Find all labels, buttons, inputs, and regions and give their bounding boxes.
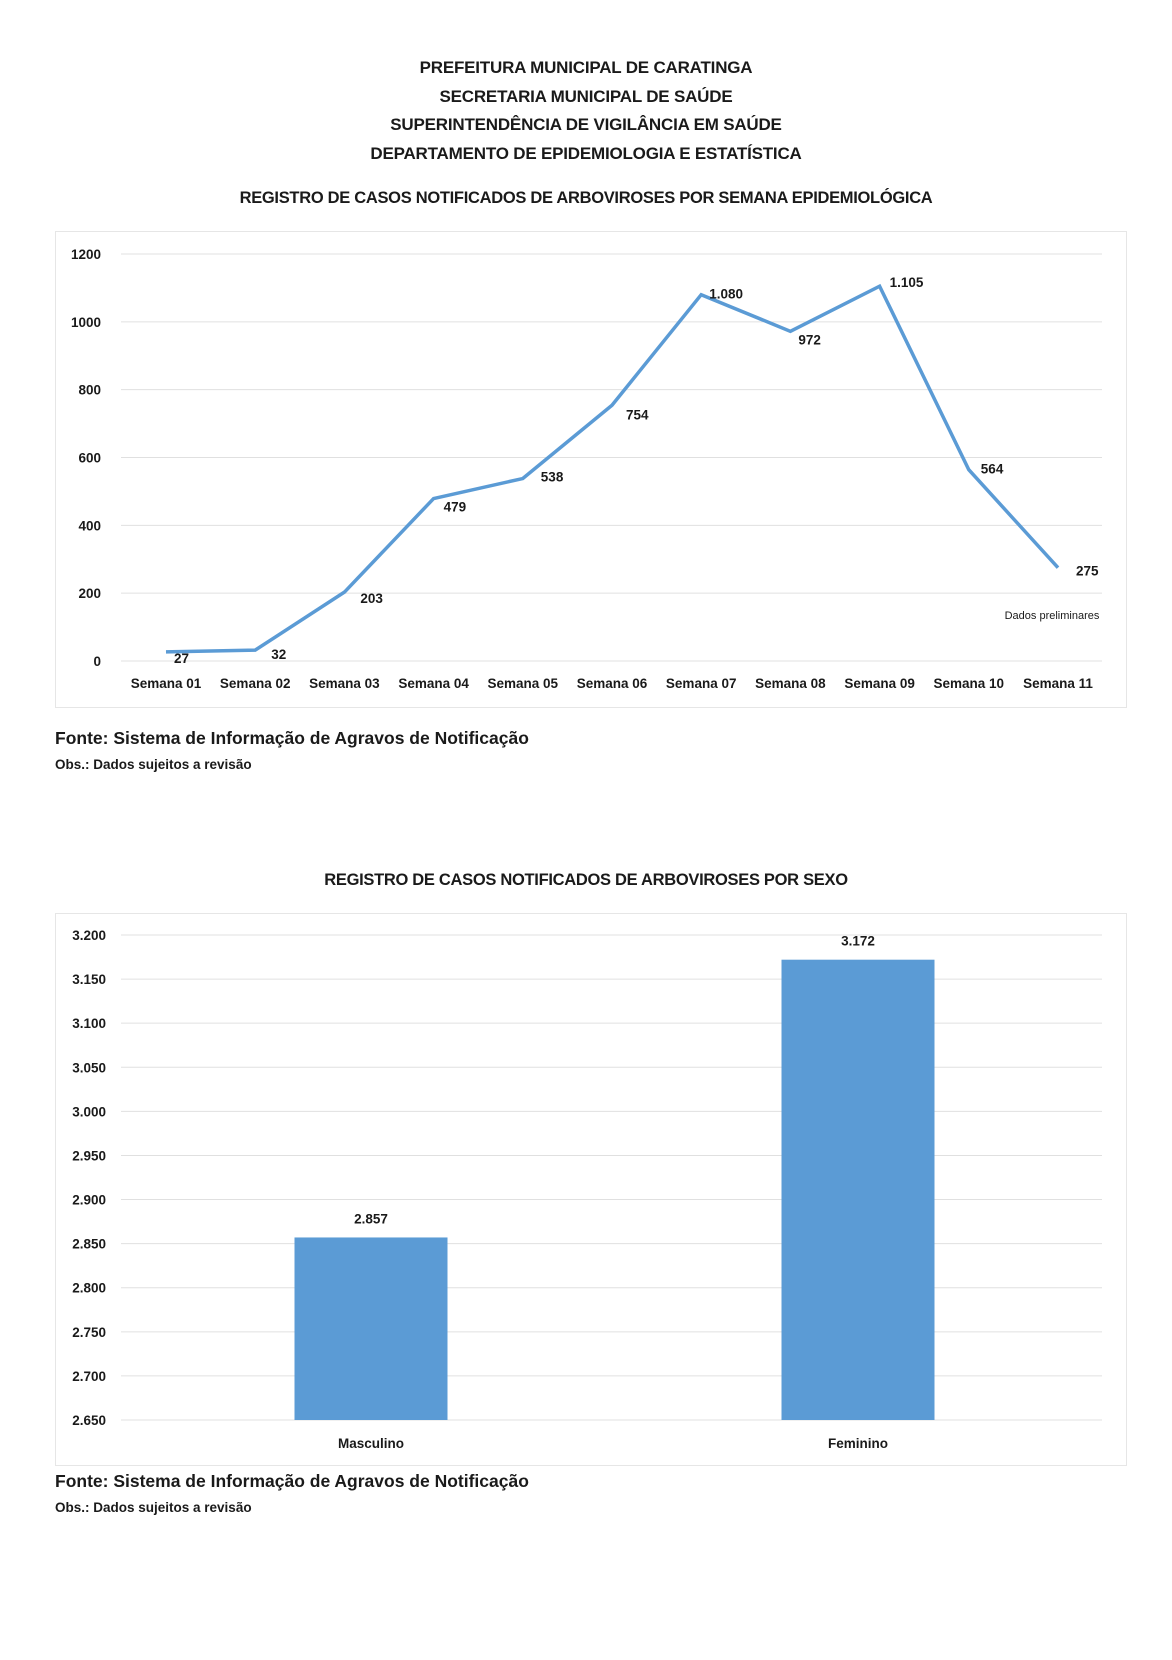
data-label: 1.080	[709, 287, 743, 302]
data-label: 275	[1076, 564, 1099, 579]
x-tick-label: Semana 05	[488, 676, 559, 691]
line-chart-frame: 0 200 400 600 800 1000 1200 Semana 01 Semana 02 S…	[55, 231, 1127, 708]
annotation-dados-preliminares: Dados preliminares	[1005, 610, 1100, 622]
header-line-3: SUPERINTENDÊNCIA DE VIGILÂNCIA EM SAÚDE	[390, 115, 782, 134]
y-tick-label: 1000	[71, 315, 101, 330]
x-tick-label: Semana 11	[1023, 676, 1093, 691]
y-tick-label: 3.050	[72, 1060, 106, 1075]
y-tick-label: 3.150	[72, 972, 106, 987]
data-label: 3.172	[841, 934, 875, 949]
series-line	[165, 283, 1060, 654]
y-tick-label: 0	[93, 654, 101, 669]
y-tick-label: 1200	[71, 247, 101, 262]
y-tick-label: 2.700	[72, 1369, 106, 1384]
data-label: 32	[271, 647, 286, 662]
data-label: 203	[360, 591, 383, 606]
data-label: 2.857	[354, 1211, 388, 1226]
header-line-4: DEPARTAMENTO DE EPIDEMIOLOGIA E ESTATÍST…	[370, 144, 802, 163]
x-tick-label: Masculino	[338, 1436, 404, 1451]
data-label: 972	[798, 332, 821, 347]
line-chart-title: REGISTRO DE CASOS NOTIFICADOS DE ARBOVIR…	[239, 189, 933, 207]
source-note-1: Fonte: Sistema de Informação de Agravos …	[55, 728, 529, 748]
data-label: 538	[541, 470, 564, 485]
source-note-2: Fonte: Sistema de Informação de Agravos …	[55, 1471, 529, 1491]
x-tick-label: Semana 06	[577, 676, 648, 691]
x-tick-label: Semana 04	[398, 676, 469, 691]
bar-feminino	[781, 959, 935, 1420]
y-tick-label: 2.800	[72, 1281, 106, 1296]
y-tick-label: 3.200	[72, 928, 106, 943]
y-tick-label: 2.850	[72, 1237, 106, 1252]
header-line-2: SECRETARIA MUNICIPAL DE SAÚDE	[439, 87, 733, 106]
y-tick-label: 2.950	[72, 1148, 106, 1163]
x-tick-label: Semana 10	[934, 676, 1005, 691]
data-label: 564	[981, 462, 1004, 477]
y-tick-label: 3.100	[72, 1016, 106, 1031]
y-tick-label: 200	[78, 586, 101, 601]
data-label: 27	[174, 651, 189, 666]
bar-chart-frame: 2.650 2.700 2.750 2.800 2.850 2.900 2.950 3.000…	[55, 913, 1127, 1466]
bar-chart: 2.650 2.700 2.750 2.800 2.850 2.900 2.950 3.000…	[72, 928, 1102, 1451]
data-label: 1.105	[890, 275, 924, 290]
x-tick-label: Semana 02	[220, 676, 291, 691]
x-tick-label: Semana 03	[309, 676, 380, 691]
y-tick-label: 800	[78, 383, 101, 398]
x-tick-label: Semana 07	[666, 676, 737, 691]
x-tick-label: Semana 09	[844, 676, 915, 691]
y-tick-label: 600	[78, 451, 101, 466]
obs-note-1: Obs.: Dados sujeitos a revisão	[55, 757, 252, 772]
y-tick-label: 400	[78, 518, 101, 533]
data-label: 754	[626, 407, 649, 422]
y-tick-label: 2.650	[72, 1413, 106, 1428]
data-label: 479	[444, 500, 467, 515]
x-tick-label: Semana 08	[755, 676, 826, 691]
line-chart: 0 200 400 600 800 1000 1200 Semana 01 Semana 02 S…	[71, 247, 1102, 691]
bar-masculino	[294, 1237, 448, 1420]
y-tick-label: 2.750	[72, 1325, 106, 1340]
y-tick-label: 3.000	[72, 1104, 106, 1119]
y-tick-label: 2.900	[72, 1193, 106, 1208]
obs-note-2: Obs.: Dados sujeitos a revisão	[55, 1500, 252, 1515]
header-line-1: PREFEITURA MUNICIPAL DE CARATINGA	[419, 58, 753, 77]
bar-chart-title: REGISTRO DE CASOS NOTIFICADOS DE ARBOVIR…	[324, 871, 848, 889]
x-tick-label: Semana 01	[131, 676, 202, 691]
x-tick-label: Feminino	[828, 1436, 888, 1451]
